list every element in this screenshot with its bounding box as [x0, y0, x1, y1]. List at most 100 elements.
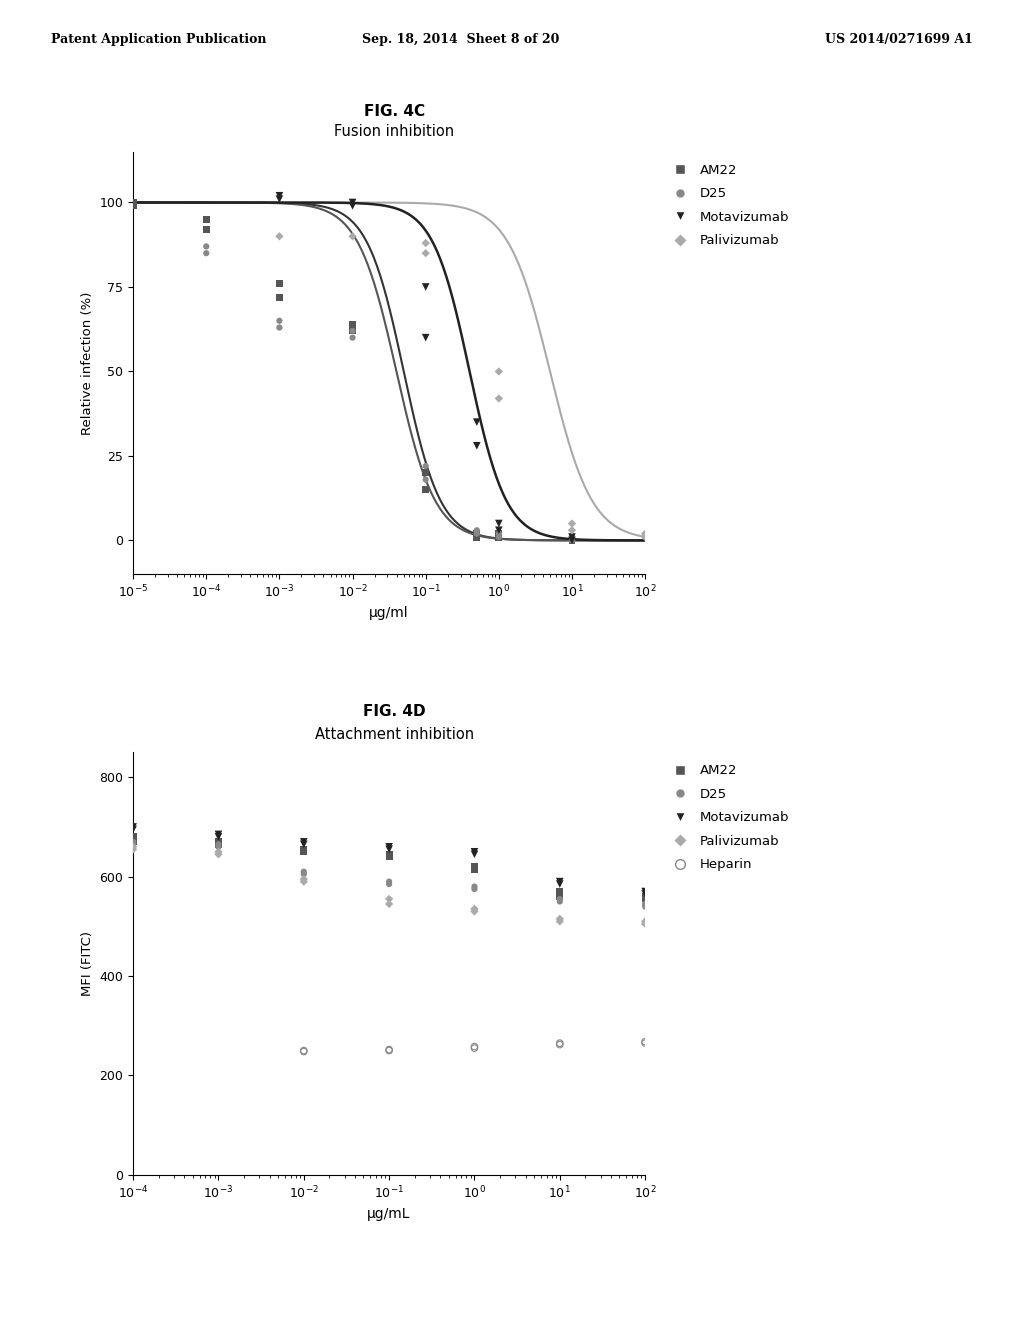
Point: [125, 834, 141, 855]
Point: [466, 900, 482, 921]
Point: [637, 911, 653, 932]
Point: [271, 189, 288, 210]
Point: [466, 1036, 482, 1057]
Point: [344, 226, 360, 247]
Point: [381, 888, 397, 909]
Point: [296, 838, 312, 859]
Point: [564, 527, 581, 548]
Point: [552, 891, 568, 912]
Point: [381, 894, 397, 915]
Point: [271, 310, 288, 331]
Point: [296, 1040, 312, 1061]
Point: [344, 314, 360, 335]
Point: [125, 832, 141, 853]
Point: [466, 879, 482, 900]
X-axis label: μg/mL: μg/mL: [368, 1206, 411, 1221]
Point: [125, 826, 141, 847]
Legend: AM22, D25, Motavizumab, Palivizumab: AM22, D25, Motavizumab, Palivizumab: [662, 158, 795, 252]
Text: Patent Application Publication: Patent Application Publication: [51, 33, 266, 46]
Point: [552, 880, 568, 902]
Point: [552, 874, 568, 895]
Point: [552, 1032, 568, 1053]
Point: [469, 436, 485, 457]
Point: [564, 520, 581, 541]
Point: [552, 871, 568, 892]
Point: [418, 327, 434, 348]
Point: [125, 816, 141, 837]
Point: [381, 1040, 397, 1061]
Point: [344, 327, 360, 348]
Point: [296, 832, 312, 853]
Text: US 2014/0271699 A1: US 2014/0271699 A1: [825, 33, 973, 46]
Point: [125, 195, 141, 216]
Point: [469, 523, 485, 544]
Point: [466, 843, 482, 865]
Point: [210, 834, 226, 855]
Point: [490, 523, 507, 544]
Point: [490, 523, 507, 544]
Point: [469, 527, 485, 548]
Point: [637, 527, 653, 548]
Point: [418, 276, 434, 297]
Point: [210, 837, 226, 858]
Point: [296, 869, 312, 890]
Point: [564, 527, 581, 548]
Point: [198, 209, 214, 230]
Text: Attachment inhibition: Attachment inhibition: [314, 727, 474, 742]
Point: [637, 523, 653, 544]
Point: [564, 529, 581, 550]
Point: [490, 527, 507, 548]
Point: [210, 832, 226, 853]
Point: [210, 843, 226, 865]
Point: [466, 1038, 482, 1059]
Point: [637, 913, 653, 935]
Point: [210, 826, 226, 847]
Point: [296, 871, 312, 892]
Point: [296, 834, 312, 855]
Point: [552, 1034, 568, 1055]
Point: [552, 888, 568, 909]
Point: [490, 527, 507, 548]
Point: [552, 911, 568, 932]
Text: Fusion inhibition: Fusion inhibition: [334, 124, 455, 139]
Point: [490, 520, 507, 541]
Point: [466, 841, 482, 862]
Point: [466, 876, 482, 898]
Point: [381, 871, 397, 892]
Point: [296, 861, 312, 882]
Point: [125, 832, 141, 853]
Point: [466, 858, 482, 879]
Text: Sep. 18, 2014  Sheet 8 of 20: Sep. 18, 2014 Sheet 8 of 20: [362, 33, 559, 46]
Point: [381, 838, 397, 859]
Point: [210, 841, 226, 862]
Point: [418, 462, 434, 483]
Point: [469, 523, 485, 544]
Point: [344, 321, 360, 342]
Point: [418, 479, 434, 500]
Point: [271, 317, 288, 338]
Point: [210, 834, 226, 855]
Y-axis label: MFI (FITC): MFI (FITC): [81, 931, 94, 997]
Text: FIG. 4D: FIG. 4D: [362, 705, 426, 719]
Point: [564, 529, 581, 550]
Point: [637, 894, 653, 915]
Point: [466, 857, 482, 878]
Point: [637, 886, 653, 907]
Point: [381, 846, 397, 867]
Point: [125, 818, 141, 840]
Point: [296, 863, 312, 884]
Point: [381, 843, 397, 865]
Point: [125, 838, 141, 859]
Point: [418, 232, 434, 253]
Point: [418, 469, 434, 490]
Point: [637, 896, 653, 917]
Point: [552, 908, 568, 929]
Point: [564, 513, 581, 535]
Point: [198, 243, 214, 264]
Point: [344, 195, 360, 216]
Text: FIG. 4C: FIG. 4C: [364, 104, 425, 119]
Point: [271, 185, 288, 206]
Point: [198, 236, 214, 257]
Point: [466, 899, 482, 920]
Point: [418, 455, 434, 477]
